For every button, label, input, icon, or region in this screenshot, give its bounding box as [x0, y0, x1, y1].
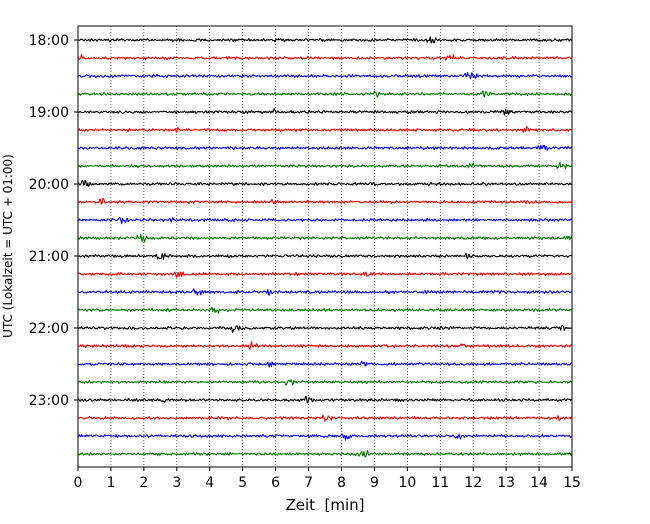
trace-18: [77, 341, 573, 350]
x-tick-label-6: 6: [271, 475, 280, 491]
trace-17: [77, 324, 573, 334]
y-tick-label-0: 18:00: [29, 33, 69, 49]
x-tick-label-14: 14: [530, 475, 548, 491]
y-axis-label: UTC (Lokalzeit = UTC + 01:00): [1, 154, 15, 338]
x-tick-label-7: 7: [304, 475, 313, 491]
plot-frame: [77, 25, 573, 468]
trace-12: [77, 233, 573, 243]
x-tick-label-9: 9: [370, 475, 379, 491]
trace-9: [77, 179, 573, 187]
trace-23: [77, 433, 573, 441]
x-tick-label-0: 0: [74, 475, 83, 491]
x-axis-label: Zeit [min]: [285, 496, 364, 514]
trace-10: [77, 198, 573, 205]
x-tick-label-3: 3: [172, 475, 181, 491]
x-tick-label-8: 8: [337, 475, 346, 491]
trace-21: [77, 395, 573, 404]
x-tick-label-11: 11: [431, 475, 449, 491]
trace-layer: [77, 36, 573, 458]
trace-22: [77, 414, 573, 422]
trace-14: [77, 271, 572, 278]
trace-11: [77, 217, 573, 225]
trace-20: [77, 379, 573, 386]
y-tick-label-4: 22:00: [29, 321, 69, 337]
trace-1: [77, 36, 573, 44]
x-tick-label-1: 1: [106, 475, 115, 491]
trace-6: [77, 125, 573, 133]
trace-4: [77, 90, 573, 98]
trace-24: [77, 450, 573, 458]
trace-3: [78, 71, 573, 80]
trace-5: [77, 108, 573, 116]
y-tick-label-3: 21:00: [29, 249, 69, 265]
y-tick-label-5: 23:00: [29, 393, 69, 409]
x-tick-label-13: 13: [497, 475, 515, 491]
x-tick-label-4: 4: [205, 475, 214, 491]
trace-2: [77, 53, 573, 61]
trace-19: [77, 360, 573, 368]
y-tick-label-1: 19:00: [29, 105, 69, 121]
trace-7: [77, 144, 573, 151]
x-tick-label-2: 2: [139, 475, 148, 491]
trace-8: [77, 161, 573, 169]
y-axis: 18:00 19:00 20:00 21:00 22:00 23:00: [29, 33, 78, 409]
x-tick-label-12: 12: [464, 475, 482, 491]
y-tick-label-2: 20:00: [29, 177, 69, 193]
x-tick-label-10: 10: [398, 475, 416, 491]
x-axis: 0 1 2 3 4 5 6 7 8 9 10 11 12 13 14 15: [74, 467, 581, 491]
trace-16: [77, 306, 573, 314]
x-tick-label-5: 5: [238, 475, 247, 491]
x-tick-label-15: 15: [563, 475, 581, 491]
trace-15: [77, 288, 573, 296]
trace-13: [77, 252, 573, 260]
